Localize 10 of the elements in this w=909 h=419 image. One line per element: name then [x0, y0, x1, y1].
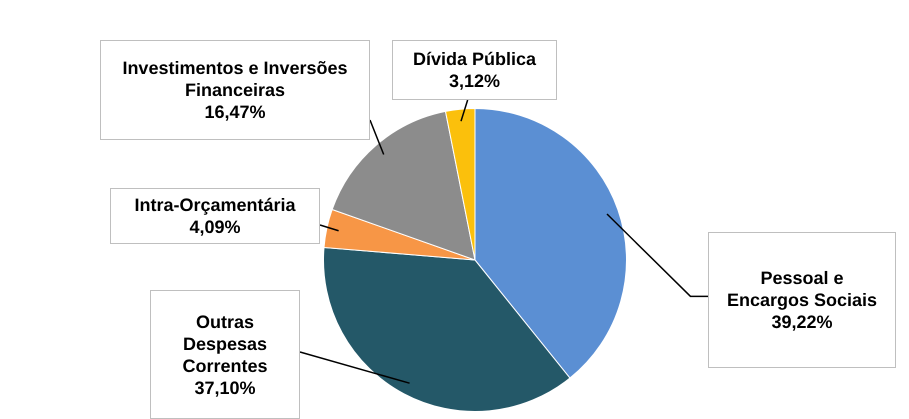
slice-label: Intra-Orçamentária — [134, 194, 296, 216]
slice-label: Outras Despesas Correntes — [181, 310, 269, 376]
data-label: 3,12% — [448, 70, 500, 92]
data-label: 16,47% — [204, 101, 266, 123]
data-label: 39,22% — [771, 311, 833, 333]
slice-label: Pessoal e Encargos Sociais — [726, 267, 878, 311]
data-label: 37,10% — [194, 376, 256, 398]
slice-label: Dívida Pública — [412, 48, 536, 70]
data-label: 4,09% — [189, 216, 241, 238]
slice-label: Investimentos e Inversões Financeiras — [121, 57, 349, 101]
